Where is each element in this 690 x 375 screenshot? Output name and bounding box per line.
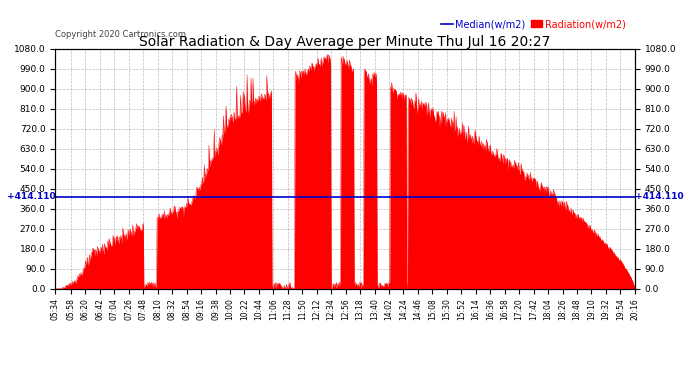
Legend: Median(w/m2), Radiation(w/m2): Median(w/m2), Radiation(w/m2) xyxy=(437,15,630,33)
Text: +414.110: +414.110 xyxy=(635,192,683,201)
Title: Solar Radiation & Day Average per Minute Thu Jul 16 20:27: Solar Radiation & Day Average per Minute… xyxy=(139,35,551,49)
Text: +414.110: +414.110 xyxy=(7,192,55,201)
Text: Copyright 2020 Cartronics.com: Copyright 2020 Cartronics.com xyxy=(55,30,186,39)
